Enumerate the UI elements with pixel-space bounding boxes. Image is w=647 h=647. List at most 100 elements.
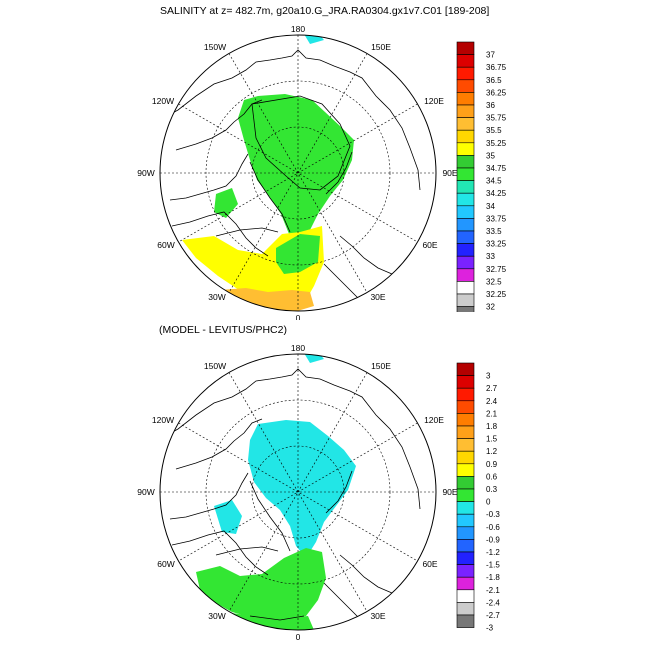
lower-polar-map: 180 150W 150E 120W 120E 90W 90E 60W 60E … xyxy=(137,343,458,642)
lower-colorbar-label: -1.2 xyxy=(486,548,500,557)
upper-colorbar-swatch xyxy=(456,255,475,270)
upper-colorbar-label: 36.5 xyxy=(486,76,502,85)
upper-colorbar-swatch xyxy=(456,218,475,232)
lon-label-180: 180 xyxy=(291,24,305,34)
lower-colorbar-swatch xyxy=(456,476,475,490)
lon-label-90w-lower: 90W xyxy=(137,487,154,497)
lower-colorbar-swatch xyxy=(456,488,475,502)
lower-colorbar-swatch xyxy=(456,614,475,628)
lon-label-60e: 60E xyxy=(422,240,437,250)
lower-colorbar-label: -0.6 xyxy=(486,523,500,532)
lon-label-150e-lower: 150E xyxy=(371,361,391,371)
lon-label-30w: 30W xyxy=(208,292,225,302)
upper-colorbar-label: 32 xyxy=(486,303,495,312)
lon-label-0-lower: 0 xyxy=(296,632,301,642)
lower-colorbar-swatch xyxy=(456,602,475,616)
upper-colorbar-swatch xyxy=(456,155,475,169)
upper-colorbar-swatch xyxy=(456,54,475,68)
upper-colorbar: 37 36.75 36.5 36.25 36 35.75 35.5 35.25 35 34.75 3… xyxy=(456,41,507,312)
lon-label-90e-lower: 90E xyxy=(442,487,457,497)
lon-label-150w-lower: 150W xyxy=(204,361,226,371)
lower-colorbar-label: -2.7 xyxy=(486,611,500,620)
lower-colorbar-label: -0.9 xyxy=(486,535,500,544)
upper-colorbar-swatch xyxy=(456,306,475,312)
lon-label-30w-lower: 30W xyxy=(208,611,225,621)
lon-label-30e-lower: 30E xyxy=(370,611,385,621)
upper-colorbar-label: 32.75 xyxy=(486,265,507,274)
lower-colorbar-label: -3 xyxy=(486,624,494,633)
lon-label-30e: 30E xyxy=(370,292,385,302)
upper-colorbar-label: 37 xyxy=(486,51,495,60)
lon-label-180-lower: 180 xyxy=(291,343,305,353)
lower-colorbar-label: 3 xyxy=(486,372,491,381)
upper-colorbar-label: 36.75 xyxy=(486,63,507,72)
difference-region-central xyxy=(248,420,356,558)
lower-colorbar-swatch xyxy=(456,438,475,452)
lower-colorbar-swatch xyxy=(456,526,475,540)
lon-label-60e-lower: 60E xyxy=(422,559,437,569)
lower-colorbar-label: -1.5 xyxy=(486,561,500,570)
lon-label-120e: 120E xyxy=(424,96,444,106)
upper-colorbar-swatch xyxy=(456,104,475,118)
upper-colorbar-swatch xyxy=(456,79,475,93)
lower-colorbar-label: 1.8 xyxy=(486,422,498,431)
lower-panel-title: (MODEL - LEVITUS/PHC2) xyxy=(159,324,287,336)
upper-colorbar-label: 35.75 xyxy=(486,114,507,123)
lower-colorbar-swatch xyxy=(456,425,475,439)
upper-colorbar-label: 34.25 xyxy=(486,189,507,198)
figure-title: SALINITY at z= 482.7m, g20a10.G_JRA.RA03… xyxy=(160,5,490,17)
lon-label-0: 0 xyxy=(296,313,301,320)
lon-label-60w-lower: 60W xyxy=(157,559,174,569)
upper-colorbar-label: 33 xyxy=(486,252,495,261)
upper-colorbar-label: 33.75 xyxy=(486,214,507,223)
lower-colorbar-swatch xyxy=(456,539,475,553)
upper-colorbar-swatch xyxy=(456,192,475,207)
lower-colorbar-label: -2.1 xyxy=(486,586,500,595)
lower-colorbar-swatch xyxy=(456,589,475,603)
lon-label-120e-lower: 120E xyxy=(424,415,444,425)
upper-colorbar-label: 33.5 xyxy=(486,227,502,236)
upper-colorbar-swatch xyxy=(456,142,475,156)
lower-colorbar-label: 2.7 xyxy=(486,384,498,393)
lon-label-150w: 150W xyxy=(204,42,226,52)
lower-colorbar-swatch xyxy=(456,413,475,427)
upper-colorbar-swatch xyxy=(456,117,475,131)
lower-colorbar-swatch xyxy=(456,387,475,402)
upper-colorbar-label: 34.5 xyxy=(486,177,502,186)
lower-colorbar-swatch xyxy=(456,576,475,591)
upper-colorbar-label: 34.75 xyxy=(486,164,507,173)
lower-colorbar-label: 2.4 xyxy=(486,397,498,406)
upper-colorbar-label: 32.25 xyxy=(486,290,507,299)
lower-colorbar-swatch xyxy=(456,362,475,376)
lower-colorbar-label: 1.2 xyxy=(486,447,498,456)
upper-polar-map: 180 150W 150E 120W 120E 90W 90E 60W 60E … xyxy=(137,24,458,320)
lon-label-90e: 90E xyxy=(442,168,457,178)
upper-colorbar-swatch xyxy=(456,268,475,282)
lon-label-90w: 90W xyxy=(137,168,154,178)
lower-colorbar: 3 2.7 2.4 2.1 1.8 1.5 1.2 0.9 0.6 0.3 0 -0.3 -0.6 -0.… xyxy=(456,362,500,633)
lower-colorbar-swatch xyxy=(456,375,475,389)
difference-region-atlantic xyxy=(196,548,326,620)
upper-colorbar-label: 35.5 xyxy=(486,126,502,135)
upper-colorbar-swatch xyxy=(456,293,475,307)
upper-colorbar-swatch xyxy=(456,205,475,219)
lower-colorbar-label: 1.5 xyxy=(486,435,498,444)
lon-label-120w-lower: 120W xyxy=(152,415,174,425)
salinity-region-atlantic-green xyxy=(276,234,320,274)
difference-region-baffin xyxy=(214,500,242,534)
upper-colorbar-swatch xyxy=(456,167,475,181)
lower-colorbar-label: -2.4 xyxy=(486,598,500,607)
salinity-region-baffin xyxy=(214,188,238,218)
upper-colorbar-label: 33.25 xyxy=(486,240,507,249)
lon-label-120w: 120W xyxy=(152,96,174,106)
lower-colorbar-swatch xyxy=(456,400,475,414)
upper-colorbar-swatch xyxy=(456,129,475,144)
upper-colorbar-label: 32.5 xyxy=(486,277,502,286)
lower-colorbar-swatch xyxy=(456,564,475,578)
upper-colorbar-swatch xyxy=(456,243,475,257)
lower-colorbar-swatch xyxy=(456,450,475,465)
upper-colorbar-swatch xyxy=(456,281,475,295)
upper-colorbar-swatch xyxy=(456,180,475,194)
lower-colorbar-swatch xyxy=(456,551,475,565)
upper-colorbar-label: 35.25 xyxy=(486,139,507,148)
